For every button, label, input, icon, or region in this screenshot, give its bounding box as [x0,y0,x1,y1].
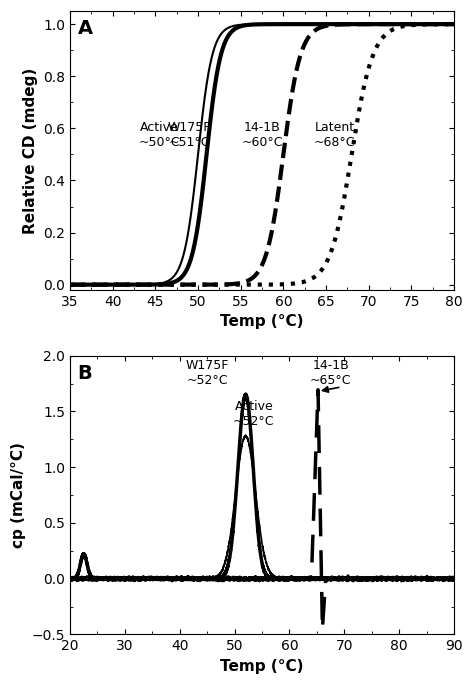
Text: W175F
~51°C: W175F ~51°C [168,121,211,149]
Text: W175F
~52°C: W175F ~52°C [185,359,229,387]
Y-axis label: Relative CD (mdeg): Relative CD (mdeg) [23,67,37,234]
Text: B: B [78,364,92,383]
Text: 14-1B
~60°C: 14-1B ~60°C [241,121,283,149]
Text: Active
~50°C: Active ~50°C [139,121,181,149]
Text: Latent
~68°C: Latent ~68°C [314,121,356,149]
Text: 14-1B
~65°C: 14-1B ~65°C [310,359,351,387]
Text: Active
~52°C: Active ~52°C [233,400,274,428]
X-axis label: Temp (°C): Temp (°C) [220,659,304,674]
X-axis label: Temp (°C): Temp (°C) [220,314,304,329]
Y-axis label: cp (mCal/°C): cp (mCal/°C) [11,442,26,548]
Text: A: A [78,19,93,38]
